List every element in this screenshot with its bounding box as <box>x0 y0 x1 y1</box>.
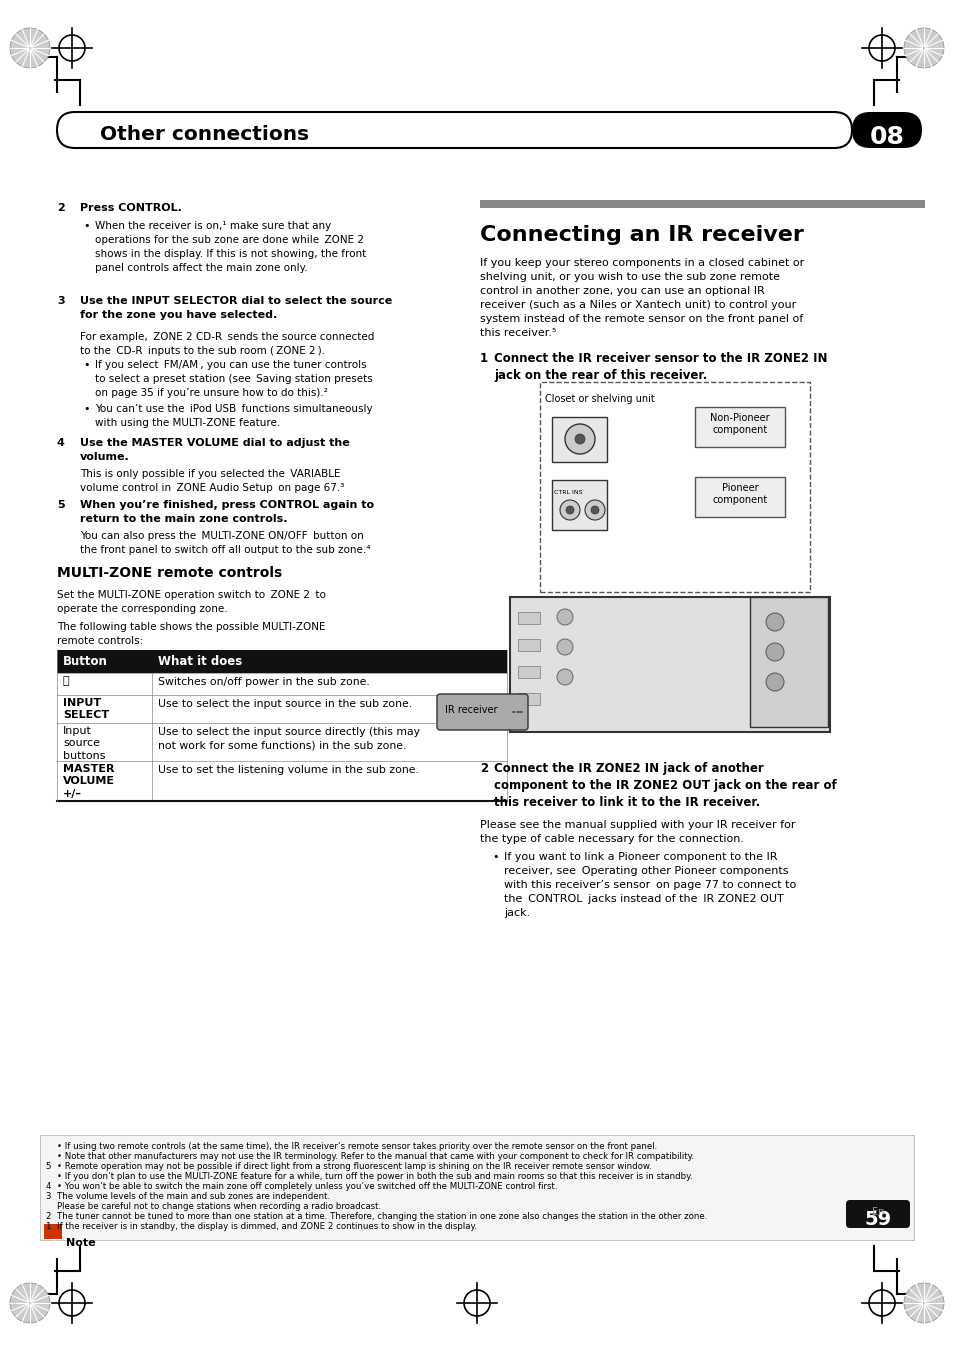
Circle shape <box>10 28 50 68</box>
FancyBboxPatch shape <box>436 694 527 730</box>
Bar <box>479 200 924 208</box>
Text: • If you don’t plan to use the MULTI-ZONE feature for a while, turn off the powe: • If you don’t plan to use the MULTI-ZON… <box>46 1173 692 1181</box>
Text: You can also press the  MULTI-ZONE ON/OFF  button on
the front panel to switch o: You can also press the MULTI-ZONE ON/OFF… <box>80 531 370 555</box>
Text: Use to set the listening volume in the sub zone.: Use to set the listening volume in the s… <box>158 765 418 775</box>
Circle shape <box>765 613 783 631</box>
Circle shape <box>903 28 943 68</box>
Text: 3  The volume levels of the main and sub zones are independent.: 3 The volume levels of the main and sub … <box>46 1192 330 1201</box>
Circle shape <box>575 434 584 444</box>
Text: Please see the manual supplied with your IR receiver for
the type of cable neces: Please see the manual supplied with your… <box>479 820 795 844</box>
Text: Press CONTROL.: Press CONTROL. <box>80 203 182 213</box>
Text: • If using two remote controls (at the same time), the IR receiver’s remote sens: • If using two remote controls (at the s… <box>46 1142 657 1151</box>
Text: CTRL INS: CTRL INS <box>554 490 582 494</box>
Bar <box>57 761 506 801</box>
Bar <box>510 597 829 732</box>
Circle shape <box>557 639 573 655</box>
Text: Use to select the input source in the sub zone.: Use to select the input source in the su… <box>158 698 412 709</box>
Text: Connecting an IR receiver: Connecting an IR receiver <box>479 226 803 245</box>
Bar <box>517 612 539 624</box>
Text: Connect the IR ZONE2 IN jack of another
component to the IR ZONE2 OUT jack on th: Connect the IR ZONE2 IN jack of another … <box>494 762 836 809</box>
Text: This is only possible if you selected the  VARIABLE
volume control in  ZONE Audi: This is only possible if you selected th… <box>80 469 344 493</box>
Text: Pioneer
component: Pioneer component <box>712 484 767 505</box>
Text: You can’t use the  iPod USB  functions simultaneously
with using the MULTI-ZONE : You can’t use the iPod USB functions sim… <box>95 404 373 428</box>
Bar <box>57 694 506 723</box>
Text: Non-Pioneer
component: Non-Pioneer component <box>709 413 769 435</box>
Text: •: • <box>492 852 498 862</box>
Text: For example,  ZONE 2 CD-R  sends the source connected
to the  CD-R  inputs to th: For example, ZONE 2 CD-R sends the sourc… <box>80 332 374 357</box>
Circle shape <box>765 673 783 690</box>
Text: Closet or shelving unit: Closet or shelving unit <box>544 394 654 404</box>
Text: MULTI-ZONE remote controls: MULTI-ZONE remote controls <box>57 566 282 580</box>
FancyBboxPatch shape <box>57 112 851 149</box>
FancyBboxPatch shape <box>845 1200 909 1228</box>
Text: 2: 2 <box>57 203 65 213</box>
Text: Other connections: Other connections <box>100 126 309 145</box>
Text: INPUT
SELECT: INPUT SELECT <box>63 698 109 720</box>
Circle shape <box>565 507 574 513</box>
Text: What it does: What it does <box>158 655 242 667</box>
Circle shape <box>584 500 604 520</box>
Text: 2  The tuner cannot be tuned to more than one station at a time. Therefore, chan: 2 The tuner cannot be tuned to more than… <box>46 1212 706 1221</box>
Text: If you want to link a Pioneer component to the IR
receiver, see  Operating other: If you want to link a Pioneer component … <box>503 852 796 917</box>
Text: 1: 1 <box>479 353 488 365</box>
Circle shape <box>557 609 573 626</box>
Text: 59: 59 <box>863 1210 891 1229</box>
Text: If you select  FM/AM , you can use the tuner controls
to select a preset station: If you select FM/AM , you can use the tu… <box>95 359 373 399</box>
Circle shape <box>590 507 598 513</box>
Text: When the receiver is on,¹ make sure that any
operations for the sub zone are don: When the receiver is on,¹ make sure that… <box>95 222 366 273</box>
Text: 5: 5 <box>57 500 65 509</box>
Text: ♪: ♪ <box>50 1238 56 1248</box>
Text: 4  • You won’t be able to switch the main zone off completely unless you’ve swit: 4 • You won’t be able to switch the main… <box>46 1182 557 1192</box>
Text: 08: 08 <box>868 126 903 149</box>
Circle shape <box>564 424 595 454</box>
Text: MASTER
VOLUME
+/–: MASTER VOLUME +/– <box>63 765 115 798</box>
Text: Note: Note <box>66 1238 95 1248</box>
Text: 5  • Remote operation may not be possible if direct light from a strong fluoresc: 5 • Remote operation may not be possible… <box>46 1162 651 1171</box>
Circle shape <box>559 500 579 520</box>
Text: •: • <box>83 404 90 413</box>
Text: Connect the IR receiver sensor to the IR ZONE2 IN
jack on the rear of this recei: Connect the IR receiver sensor to the IR… <box>494 353 826 382</box>
Circle shape <box>10 1283 50 1323</box>
Bar <box>749 597 827 727</box>
Text: Switches on/off power in the sub zone.: Switches on/off power in the sub zone. <box>158 677 370 688</box>
Bar <box>552 480 606 530</box>
Bar <box>57 673 506 694</box>
Bar <box>57 723 506 761</box>
Bar <box>539 382 809 592</box>
Text: Input
source
buttons: Input source buttons <box>63 725 106 761</box>
Text: The following table shows the possible MULTI-ZONE
remote controls:: The following table shows the possible M… <box>57 621 325 646</box>
Text: IR receiver: IR receiver <box>444 705 497 715</box>
Text: Use to select the input source directly (this may
not work for some functions) i: Use to select the input source directly … <box>158 727 419 750</box>
Bar <box>695 477 784 517</box>
Text: ⏻: ⏻ <box>63 676 70 686</box>
Circle shape <box>557 669 573 685</box>
Bar <box>517 666 539 678</box>
Text: 2: 2 <box>479 762 488 775</box>
Text: • Note that other manufacturers may not use the IR terminology. Refer to the man: • Note that other manufacturers may not … <box>46 1152 694 1161</box>
Text: •: • <box>83 222 90 231</box>
Bar <box>44 1224 62 1239</box>
FancyBboxPatch shape <box>851 112 921 149</box>
Text: Use the INPUT SELECTOR dial to select the source
for the zone you have selected.: Use the INPUT SELECTOR dial to select th… <box>80 296 392 320</box>
Text: Use the MASTER VOLUME dial to adjust the
volume.: Use the MASTER VOLUME dial to adjust the… <box>80 438 350 462</box>
Bar <box>57 650 506 673</box>
Text: •: • <box>83 359 90 370</box>
Text: If you keep your stereo components in a closed cabinet or
shelving unit, or you : If you keep your stereo components in a … <box>479 258 803 338</box>
Bar <box>40 1135 913 1240</box>
Bar <box>517 639 539 651</box>
Circle shape <box>903 1283 943 1323</box>
Bar <box>517 693 539 705</box>
Text: En: En <box>871 1206 883 1217</box>
Text: 3: 3 <box>57 296 65 305</box>
Text: 4: 4 <box>57 438 65 449</box>
Text: Please be careful not to change stations when recording a radio broadcast.: Please be careful not to change stations… <box>46 1202 381 1210</box>
Text: Set the MULTI-ZONE operation switch to  ZONE 2  to
operate the corresponding zon: Set the MULTI-ZONE operation switch to Z… <box>57 590 326 613</box>
Text: Button: Button <box>63 655 108 667</box>
Circle shape <box>765 643 783 661</box>
Text: When you’re finished, press CONTROL again to
return to the main zone controls.: When you’re finished, press CONTROL agai… <box>80 500 374 524</box>
Text: 1  If the receiver is in standby, the display is dimmed, and ZONE 2 continues to: 1 If the receiver is in standby, the dis… <box>46 1223 476 1231</box>
Bar <box>695 407 784 447</box>
Bar <box>552 417 606 462</box>
